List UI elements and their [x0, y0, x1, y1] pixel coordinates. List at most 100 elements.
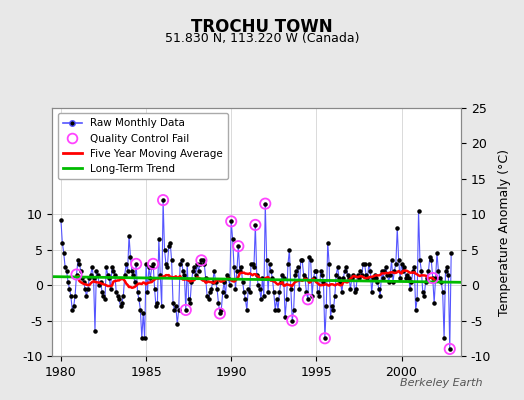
Point	[261, 200, 269, 207]
Point	[264, 289, 272, 296]
Point	[413, 296, 421, 302]
Point	[168, 257, 176, 264]
Point	[292, 268, 301, 274]
Point	[247, 261, 255, 267]
Point	[376, 292, 385, 299]
Point	[132, 261, 140, 267]
Point	[111, 271, 119, 278]
Point	[321, 335, 329, 342]
Point	[267, 268, 275, 274]
Point	[129, 271, 137, 278]
Point	[302, 289, 311, 296]
Point	[169, 300, 177, 306]
Point	[124, 268, 132, 274]
Point	[240, 289, 248, 296]
Point	[230, 264, 238, 271]
Point	[431, 275, 440, 281]
Point	[172, 303, 180, 310]
Point	[403, 271, 411, 278]
Point	[145, 264, 153, 271]
Point	[70, 303, 78, 310]
Point	[153, 300, 161, 306]
Point	[383, 271, 391, 278]
Point	[165, 243, 173, 249]
Point	[326, 314, 335, 320]
Point	[108, 264, 116, 271]
Point	[316, 268, 325, 274]
Point	[287, 286, 295, 292]
Point	[160, 246, 169, 253]
Point	[122, 261, 130, 267]
Legend: Raw Monthly Data, Quality Control Fail, Five Year Moving Average, Long-Term Tren: Raw Monthly Data, Quality Control Fail, …	[58, 113, 228, 179]
Point	[391, 261, 400, 267]
Point	[155, 236, 163, 242]
Point	[333, 264, 342, 271]
Point	[199, 257, 207, 264]
Point	[223, 271, 231, 278]
Point	[285, 246, 293, 253]
Point	[279, 275, 288, 281]
Point	[347, 275, 356, 281]
Point	[359, 261, 367, 267]
Point	[397, 261, 406, 267]
Point	[386, 271, 395, 278]
Point	[419, 289, 427, 296]
Point	[284, 261, 292, 267]
Point	[370, 271, 379, 278]
Point	[101, 296, 109, 302]
Point	[248, 261, 257, 267]
Point	[78, 275, 86, 281]
Point	[180, 271, 189, 278]
Point	[305, 254, 313, 260]
Point	[366, 268, 375, 274]
Point	[365, 261, 373, 267]
Point	[118, 300, 126, 306]
Point	[234, 243, 243, 249]
Point	[217, 307, 225, 313]
Point	[414, 208, 423, 214]
Point	[281, 314, 289, 320]
Point	[356, 268, 365, 274]
Point	[71, 292, 79, 299]
Text: Berkeley Earth: Berkeley Earth	[400, 378, 482, 388]
Point	[104, 271, 112, 278]
Point	[307, 257, 315, 264]
Point	[396, 275, 405, 281]
Point	[244, 286, 253, 292]
Point	[152, 303, 160, 310]
Point	[190, 264, 199, 271]
Point	[331, 292, 339, 299]
Point	[85, 275, 93, 281]
Point	[295, 286, 303, 292]
Point	[237, 264, 245, 271]
Point	[288, 317, 297, 324]
Point	[373, 278, 381, 285]
Point	[311, 268, 319, 274]
Point	[423, 275, 431, 281]
Point	[406, 286, 414, 292]
Point	[272, 296, 281, 302]
Point	[417, 268, 425, 274]
Point	[444, 271, 453, 278]
Point	[149, 261, 157, 267]
Point	[312, 268, 321, 274]
Point	[251, 222, 259, 228]
Point	[338, 289, 346, 296]
Point	[271, 307, 279, 313]
Point	[385, 278, 393, 285]
Point	[349, 271, 357, 278]
Point	[440, 335, 449, 342]
Point	[323, 240, 332, 246]
Point	[299, 271, 308, 278]
Point	[77, 268, 85, 274]
Point	[251, 222, 259, 228]
Point	[163, 264, 171, 271]
Point	[173, 321, 181, 327]
Point	[114, 292, 122, 299]
Point	[243, 307, 251, 313]
Point	[84, 286, 92, 292]
Point	[416, 257, 424, 264]
Point	[401, 275, 410, 281]
Point	[197, 257, 205, 264]
Point	[332, 271, 341, 278]
